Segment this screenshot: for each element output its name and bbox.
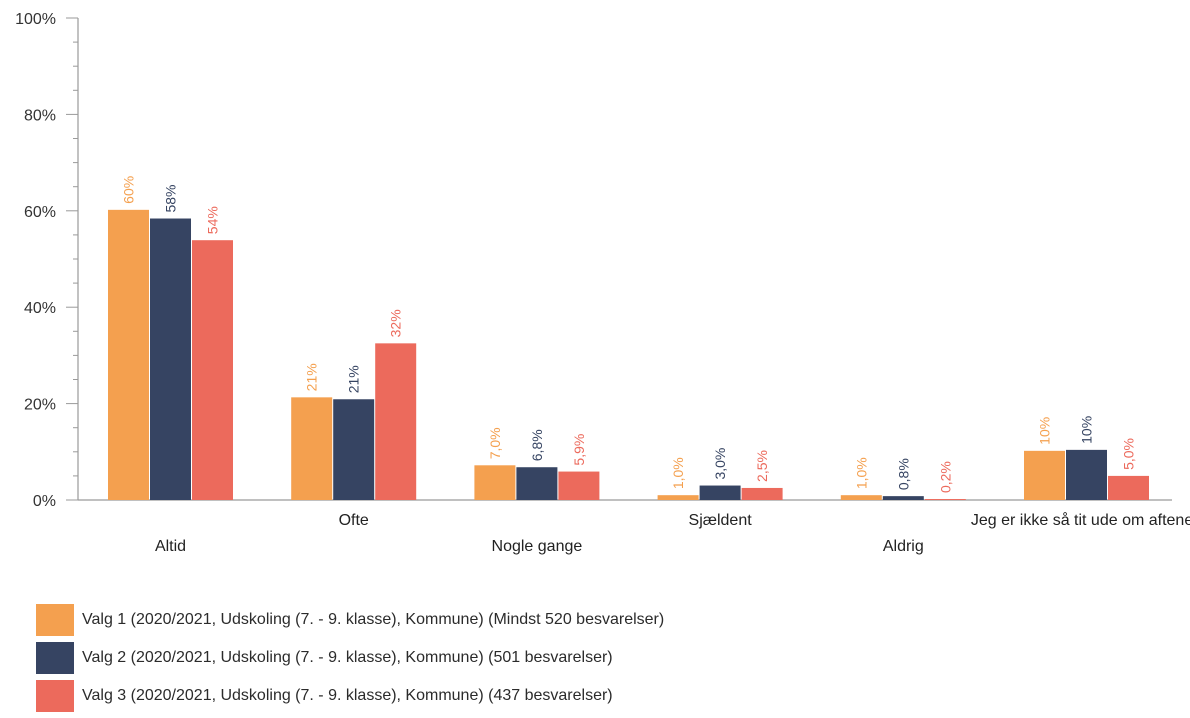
data-label: 54% bbox=[205, 206, 221, 234]
data-label: 5,9% bbox=[571, 434, 587, 466]
category-label: Sjældent bbox=[689, 512, 753, 529]
legend-swatch bbox=[36, 604, 74, 636]
bar bbox=[882, 496, 924, 500]
bar bbox=[699, 485, 741, 500]
bar bbox=[192, 240, 233, 500]
bar bbox=[1066, 449, 1107, 500]
data-label: 5,0% bbox=[1121, 438, 1137, 470]
legend-label: Valg 1 (2020/2021, Udskoling (7. - 9. kl… bbox=[82, 611, 665, 628]
bar-chart: 0% 20% 40% 60% 80% 100% 60% 58% 54% Altid 21% 21% 32… bbox=[15, 11, 1190, 555]
bar bbox=[1024, 450, 1065, 500]
bar bbox=[333, 399, 375, 500]
category-label: Ofte bbox=[339, 512, 369, 529]
data-label: 3,0% bbox=[712, 448, 728, 480]
bar bbox=[840, 495, 882, 500]
legend-item-series-3: Valg 3 (2020/2021, Udskoling (7. - 9. kl… bbox=[36, 680, 664, 712]
legend-item-series-1: Valg 1 (2020/2021, Udskoling (7. - 9. kl… bbox=[36, 604, 664, 636]
bar bbox=[516, 467, 558, 500]
legend-swatch bbox=[36, 680, 74, 712]
legend-item-series-2: Valg 2 (2020/2021, Udskoling (7. - 9. kl… bbox=[36, 642, 664, 674]
data-label: 58% bbox=[163, 184, 179, 212]
data-label: 1,0% bbox=[670, 457, 686, 489]
y-tick-label: 60% bbox=[24, 204, 56, 221]
data-label: 0,2% bbox=[937, 461, 953, 493]
legend-label: Valg 2 (2020/2021, Udskoling (7. - 9. kl… bbox=[82, 649, 613, 666]
data-label: 32% bbox=[388, 309, 404, 337]
y-tick-label: 0% bbox=[33, 493, 56, 510]
legend-swatch bbox=[36, 642, 74, 674]
bar bbox=[291, 397, 333, 500]
data-label: 21% bbox=[346, 365, 362, 393]
bar bbox=[924, 499, 966, 500]
data-label: 21% bbox=[304, 363, 320, 391]
bar bbox=[150, 218, 191, 500]
data-label: 60% bbox=[121, 176, 137, 204]
bar bbox=[558, 471, 600, 500]
data-label: 10% bbox=[1037, 417, 1053, 445]
bar bbox=[1108, 475, 1149, 500]
y-tick-label: 80% bbox=[24, 107, 56, 124]
category-label: Altid bbox=[155, 538, 186, 555]
data-label: 1,0% bbox=[853, 457, 869, 489]
bar bbox=[474, 465, 516, 500]
data-label: 7,0% bbox=[487, 427, 503, 459]
bar bbox=[375, 343, 417, 500]
bar bbox=[108, 209, 149, 500]
legend-label: Valg 3 (2020/2021, Udskoling (7. - 9. kl… bbox=[82, 687, 613, 704]
y-tick-label: 100% bbox=[15, 11, 56, 28]
y-tick-label: 20% bbox=[24, 397, 56, 414]
category-label: Jeg er ikke så tit ude om aftenen bbox=[971, 511, 1190, 529]
category-label: Aldrig bbox=[883, 538, 924, 555]
bar bbox=[657, 495, 699, 500]
data-label: 6,8% bbox=[529, 429, 545, 461]
legend: Valg 1 (2020/2021, Udskoling (7. - 9. kl… bbox=[36, 604, 664, 718]
category-label: Nogle gange bbox=[492, 538, 583, 555]
data-label: 10% bbox=[1079, 416, 1095, 444]
data-label: 2,5% bbox=[754, 450, 770, 482]
bar bbox=[741, 487, 783, 500]
y-tick-label: 40% bbox=[24, 300, 56, 317]
data-label: 0,8% bbox=[895, 458, 911, 490]
